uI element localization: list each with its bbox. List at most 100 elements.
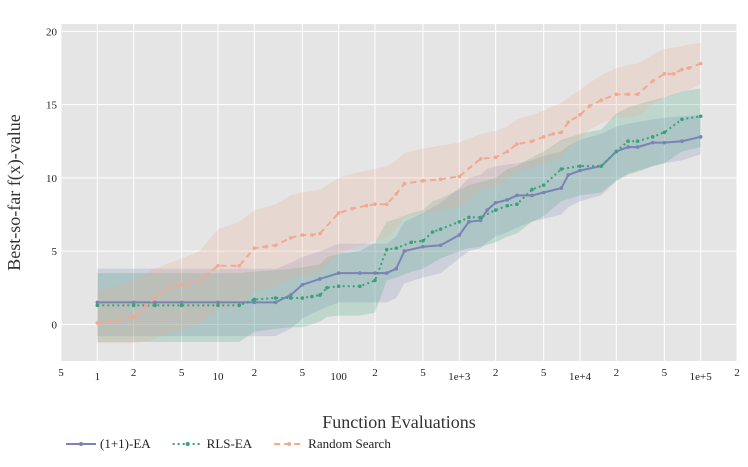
point-random-search bbox=[478, 157, 483, 161]
point-random-search bbox=[515, 142, 519, 146]
x-tick-label: 5 bbox=[179, 367, 185, 379]
point-rls-ea bbox=[635, 139, 640, 144]
point-1-1-ea bbox=[478, 218, 483, 223]
point-1-1-ea bbox=[216, 300, 220, 305]
point-1-1-ea bbox=[541, 190, 546, 195]
x-tick-label: 2 bbox=[131, 367, 137, 379]
point-random-search bbox=[587, 104, 592, 108]
y-tick-label: 5 bbox=[52, 246, 58, 258]
point-rls-ea bbox=[358, 284, 362, 289]
point-random-search bbox=[457, 174, 462, 179]
y-tick-labels: 0 5 10 15 20 bbox=[46, 26, 58, 331]
x-tick-label: 100 bbox=[330, 371, 347, 383]
point-random-search bbox=[635, 92, 640, 97]
point-rls-ea bbox=[273, 296, 278, 300]
x-tick-label: 10 bbox=[212, 371, 224, 383]
point-rls-ea bbox=[493, 208, 498, 212]
point-rls-ea bbox=[478, 215, 483, 220]
point-1-1-ea bbox=[95, 300, 100, 305]
point-rls-ea bbox=[430, 230, 435, 234]
point-random-search bbox=[493, 155, 498, 160]
point-random-search bbox=[541, 135, 546, 139]
band-random-search bbox=[97, 43, 701, 344]
point-rls-ea bbox=[153, 303, 157, 308]
y-tick-label: 10 bbox=[46, 173, 58, 185]
x-tick-label: 5 bbox=[662, 367, 668, 379]
point-rls-ea bbox=[384, 247, 389, 252]
point-random-search bbox=[402, 181, 407, 186]
point-rls-ea bbox=[310, 294, 314, 299]
point-rls-ea bbox=[318, 293, 322, 297]
point-1-1-ea bbox=[384, 271, 389, 275]
point-1-1-ea bbox=[485, 208, 489, 212]
point-1-1-ea bbox=[318, 277, 322, 281]
point-random-search bbox=[530, 139, 534, 144]
x-tick-label: 1 bbox=[95, 371, 101, 383]
point-random-search bbox=[153, 296, 157, 300]
point-random-search bbox=[318, 231, 322, 236]
legend-label: RLS-EA bbox=[207, 436, 253, 451]
x-tick-label: 5 bbox=[420, 367, 426, 379]
point-rls-ea bbox=[599, 164, 604, 168]
point-random-search bbox=[578, 113, 582, 117]
point-1-1-ea bbox=[505, 198, 510, 202]
x-tick-label: 1e+3 bbox=[448, 371, 471, 383]
point-1-1-ea bbox=[680, 139, 684, 144]
grid bbox=[60, 24, 738, 361]
x-tick-labels: 5 1 2 5 10 2 5 100 2 5 1e+3 2 5 1e+4 2 5 1e+5 2 bbox=[58, 367, 740, 383]
point-random-search bbox=[168, 285, 172, 290]
point-random-search bbox=[364, 203, 369, 208]
point-rls-ea bbox=[457, 220, 462, 224]
point-1-1-ea bbox=[530, 193, 534, 198]
point-random-search bbox=[373, 202, 377, 207]
point-1-1-ea bbox=[467, 220, 471, 224]
x-axis-label: Function Evaluations bbox=[322, 412, 475, 432]
point-rls-ea bbox=[95, 303, 100, 308]
confidence-bands bbox=[97, 43, 701, 344]
point-1-1-ea bbox=[300, 283, 305, 287]
point-1-1-ea bbox=[698, 135, 703, 139]
point-random-search bbox=[179, 283, 184, 287]
point-1-1-ea bbox=[457, 233, 462, 237]
legend-item-1-1-ea: (1+1)-EA bbox=[66, 436, 151, 451]
point-rls-ea bbox=[216, 303, 220, 308]
y-tick-label: 20 bbox=[46, 26, 58, 38]
y-tick-label: 15 bbox=[46, 100, 58, 112]
point-random-search bbox=[300, 233, 305, 237]
point-random-search bbox=[551, 132, 556, 136]
point-rls-ea bbox=[288, 296, 293, 300]
point-rls-ea bbox=[300, 296, 305, 300]
point-1-1-ea bbox=[662, 140, 667, 145]
x-tick-label: 1e+4 bbox=[569, 371, 592, 383]
legend-label: Random Search bbox=[308, 436, 391, 451]
point-random-search bbox=[505, 149, 510, 154]
point-random-search bbox=[614, 92, 619, 97]
legend-item-random-search: Random Search bbox=[274, 436, 391, 451]
point-1-1-ea bbox=[288, 293, 293, 297]
band-rls-ea bbox=[97, 88, 701, 342]
point-rls-ea bbox=[650, 135, 655, 139]
point-1-1-ea bbox=[131, 300, 136, 305]
point-random-search bbox=[650, 79, 655, 83]
legend: (1+1)-EA RLS-EA Random Search bbox=[66, 436, 391, 451]
point-random-search bbox=[438, 177, 443, 182]
point-rls-ea bbox=[614, 149, 619, 154]
point-rls-ea bbox=[131, 303, 136, 308]
x-tick-label: 5 bbox=[541, 367, 547, 379]
point-rls-ea bbox=[409, 240, 414, 245]
point-rls-ea bbox=[336, 284, 341, 289]
point-1-1-ea bbox=[252, 300, 257, 305]
point-1-1-ea bbox=[179, 300, 184, 305]
point-1-1-ea bbox=[566, 173, 571, 177]
point-random-search bbox=[384, 202, 389, 207]
point-rls-ea bbox=[559, 167, 564, 171]
point-rls-ea bbox=[467, 215, 471, 220]
band--1-1-ea bbox=[97, 114, 701, 337]
point-1-1-ea bbox=[421, 244, 425, 249]
legend-marker bbox=[79, 442, 83, 446]
x-tick-label: 2 bbox=[372, 367, 378, 379]
point-random-search bbox=[310, 233, 314, 237]
point-rls-ea bbox=[325, 285, 329, 290]
point-rls-ea bbox=[421, 239, 425, 243]
